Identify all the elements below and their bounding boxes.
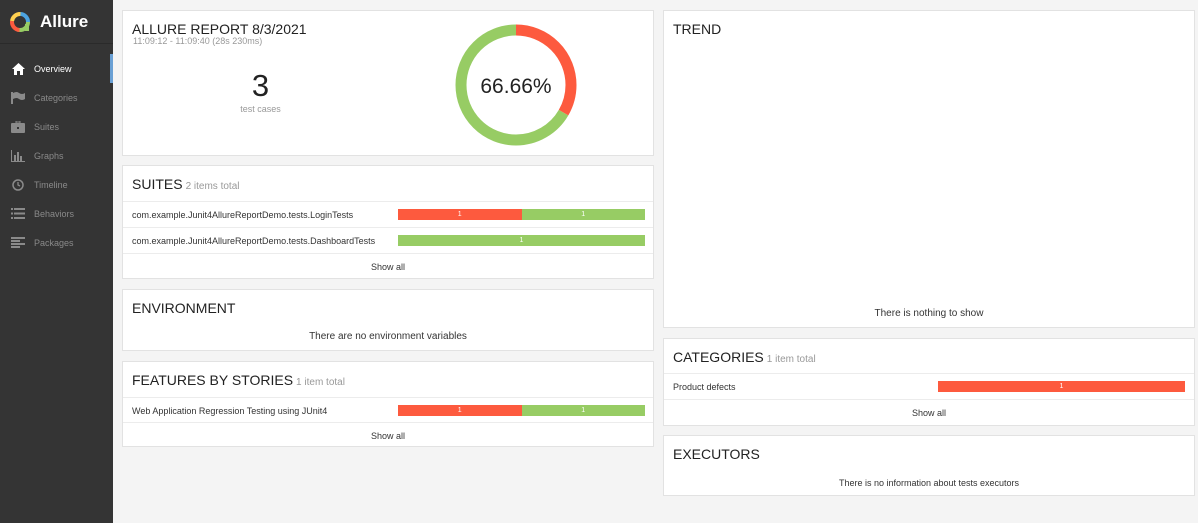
suites-total: 2 items total [185,181,240,192]
executors-empty-message: There is no information about tests exec… [838,478,1020,488]
trend-empty-message: There is nothing to show [874,308,984,319]
donut-failed-arc[interactable] [455,24,577,146]
report-title: ALLURE REPORT 8/3/2021 [132,21,307,37]
features-title-text: FEATURES BY STORIES [132,372,294,388]
failed-segment: 1 [398,405,522,416]
environment-title: ENVIRONMENT [132,300,236,316]
status-bar: 1 [398,235,645,246]
categories-title-text: CATEGORIES [673,349,764,365]
sidebar-item-timeline[interactable]: Timeline [0,170,113,199]
suite-name: com.example.Junit4AllureReportDemo.tests… [132,235,376,246]
table-row[interactable]: com.example.Junit4AllureReportDemo.tests… [123,201,653,227]
sidebar-item-packages[interactable]: Packages [0,228,113,257]
briefcase-icon [11,120,25,134]
status-bar: 1 [938,381,1185,392]
suites-show-all-link[interactable]: Show all [123,253,653,279]
sidebar-nav: Overview Categories Suites Graphs Timeli… [0,54,113,257]
suite-name: com.example.Junit4AllureReportDemo.tests… [132,209,354,220]
features-widget: FEATURES BY STORIES 1 item total Web Appl… [122,361,654,447]
list-icon [11,207,25,221]
features-title: FEATURES BY STORIES 1 item total [123,362,653,388]
flag-icon [11,91,25,105]
trend-widget: TREND There is nothing to show [663,10,1195,328]
trend-title: TREND [673,21,722,37]
feature-name: Web Application Regression Testing using… [132,405,328,416]
brand-name: Allure [40,11,89,31]
allure-logo-icon [10,11,30,32]
status-bar: 1 1 [398,209,645,220]
executors-widget: EXECUTORS There is no information about … [663,435,1195,496]
status-bar: 1 1 [398,405,645,416]
suites-widget: SUITES 2 items total com.example.Junit4Al… [122,165,654,279]
clock-icon [11,178,25,192]
sidebar-item-label: Timeline [34,179,68,190]
environment-empty-message: There are no environment variables [309,331,467,342]
environment-widget: ENVIRONMENT There are no environment var… [122,289,654,351]
features-show-all-link[interactable]: Show all [123,422,653,448]
test-case-count: 3 [251,68,270,103]
failed-segment: 1 [938,381,1185,392]
sidebar: Allure Overview Categories Suites Graphs [0,0,113,523]
pass-percentage: 66.66% [480,75,551,98]
passed-segment: 1 [521,405,645,416]
sidebar-item-label: Overview [34,63,72,74]
bar-chart-icon [11,149,25,163]
executors-title: EXECUTORS [673,446,760,462]
sidebar-item-label: Suites [34,121,60,132]
report-date: 11:09:12 - 11:09:40 (28s 230ms) [133,36,263,46]
brand[interactable]: Allure [0,0,113,44]
suites-title: SUITES 2 items total [123,166,653,192]
sidebar-item-label: Packages [34,237,74,248]
sidebar-item-label: Behaviors [34,208,75,219]
sidebar-item-categories[interactable]: Categories [0,83,113,112]
categories-show-all-link[interactable]: Show all [664,399,1194,425]
table-row[interactable]: com.example.Junit4AllureReportDemo.tests… [123,227,653,253]
suites-title-text: SUITES [132,176,183,192]
category-name: Product defects [673,381,736,392]
categories-total: 1 item total [766,354,816,365]
align-left-icon [11,236,25,250]
sidebar-item-graphs[interactable]: Graphs [0,141,113,170]
sidebar-item-label: Graphs [34,150,64,161]
table-row[interactable]: Web Application Regression Testing using… [123,397,653,423]
table-row[interactable]: Product defects 1 [664,373,1194,399]
sidebar-item-behaviors[interactable]: Behaviors [0,199,113,228]
passed-segment: 1 [521,209,645,220]
home-icon [11,62,25,76]
features-total: 1 item total [296,377,345,388]
sidebar-item-label: Categories [34,92,78,103]
sidebar-item-suites[interactable]: Suites [0,112,113,141]
categories-title: CATEGORIES 1 item total [664,339,1194,365]
sidebar-item-overview[interactable]: Overview [0,54,113,83]
passed-segment: 1 [398,235,645,246]
summary-donut-chart: 66.66% [455,24,577,146]
categories-widget: CATEGORIES 1 item total Product defects 1… [663,338,1195,426]
failed-segment: 1 [398,209,522,220]
test-case-count-label: test cases [240,104,281,114]
summary-widget: ALLURE REPORT 8/3/2021 11:09:12 - 11:09:… [122,10,654,156]
